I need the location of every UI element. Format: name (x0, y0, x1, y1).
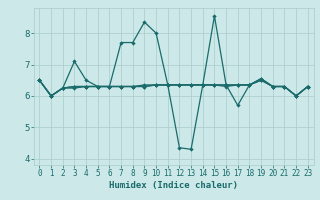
X-axis label: Humidex (Indice chaleur): Humidex (Indice chaleur) (109, 181, 238, 190)
